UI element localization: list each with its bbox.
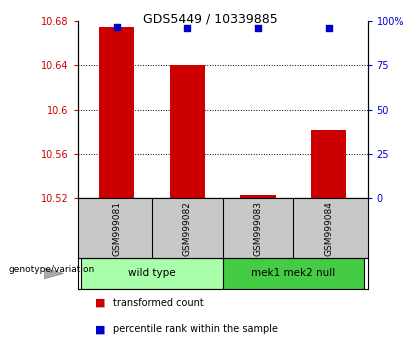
Text: GSM999081: GSM999081 (112, 201, 121, 256)
Bar (223, 258, 364, 289)
Bar (170, 65, 205, 198)
Text: mek1 mek2 null: mek1 mek2 null (251, 268, 336, 279)
Text: GSM999083: GSM999083 (253, 201, 262, 256)
Point (113, 24, 120, 29)
Text: GSM999082: GSM999082 (183, 201, 192, 256)
Text: ■: ■ (94, 298, 105, 308)
Bar (81, 258, 223, 289)
Text: GDS5449 / 10339885: GDS5449 / 10339885 (143, 12, 277, 25)
Polygon shape (45, 268, 63, 279)
Text: genotype/variation: genotype/variation (8, 266, 95, 274)
Bar (311, 130, 346, 198)
Bar (99, 27, 134, 198)
Bar (240, 195, 276, 198)
Text: wild type: wild type (128, 268, 176, 279)
Text: GSM999084: GSM999084 (324, 201, 333, 256)
Text: percentile rank within the sample: percentile rank within the sample (113, 324, 278, 334)
Text: ■: ■ (94, 324, 105, 334)
Point (325, 25, 332, 31)
Text: transformed count: transformed count (113, 298, 204, 308)
Point (255, 25, 261, 31)
Point (184, 25, 191, 31)
